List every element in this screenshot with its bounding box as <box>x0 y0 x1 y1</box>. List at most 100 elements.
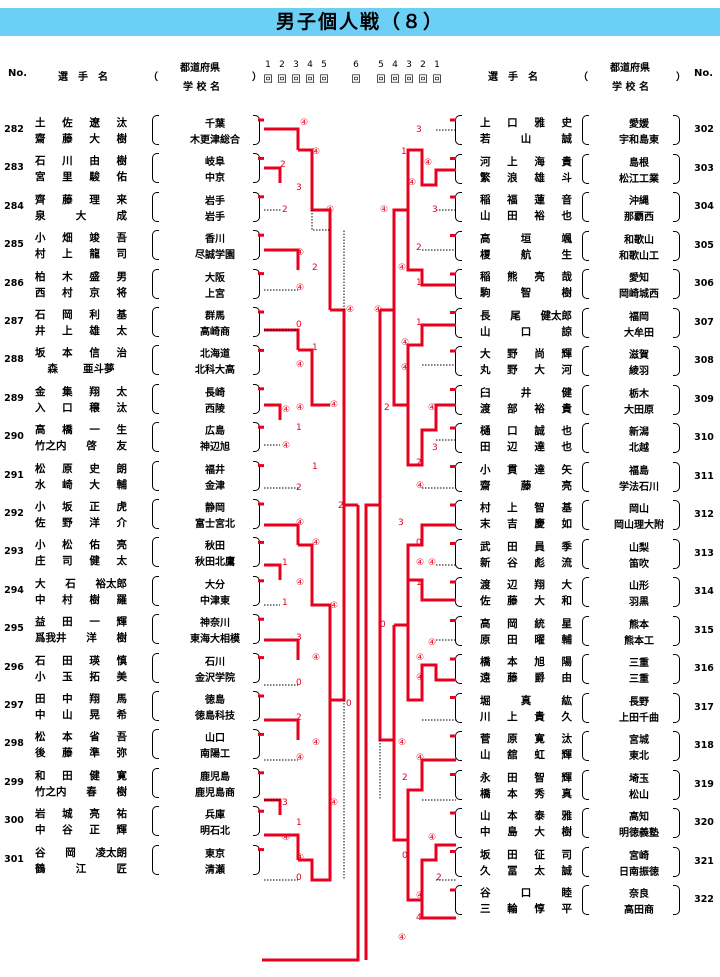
score-right: 1 <box>416 278 422 288</box>
entry-number: 315 <box>694 624 714 636</box>
round-kai-left-1: 回 <box>263 75 273 85</box>
entry-number: 290 <box>4 431 24 443</box>
school-name: 清瀬 <box>205 864 225 876</box>
entry-number: 314 <box>694 586 714 597</box>
entry-number: 292 <box>4 508 24 519</box>
score-left: ④ <box>282 405 290 415</box>
bracket-paren <box>673 384 680 415</box>
score-right: ④ <box>428 403 436 413</box>
round-label-right-4: 2 <box>420 60 426 70</box>
score-right: 0 <box>416 538 422 548</box>
bracket-paren <box>253 691 260 721</box>
left-winner-path <box>264 638 300 660</box>
score-right: 0 <box>402 851 408 861</box>
right-winner-path <box>406 625 456 702</box>
player-name: 金集翔太 <box>35 385 127 398</box>
header-paren-open-left: （ <box>148 72 158 83</box>
score-left: ④ <box>312 653 320 663</box>
bracket-paren <box>253 307 260 337</box>
score-right: ④ <box>428 638 436 648</box>
bracket-paren <box>152 230 159 261</box>
score-right: 4 <box>416 913 422 923</box>
score-right: ④ <box>380 205 388 215</box>
left-winner-path <box>298 505 346 882</box>
round-label-left-5: 5 <box>321 60 327 70</box>
entry-number: 321 <box>694 855 714 867</box>
bracket-paren <box>455 423 462 453</box>
score-center: ④ <box>374 305 382 315</box>
player-name: 山本泰雅 <box>480 810 572 822</box>
score-right: 3 <box>416 125 422 135</box>
bracket-paren <box>253 460 260 491</box>
round-label-left-2: 2 <box>279 60 285 70</box>
bracket-paren <box>253 499 260 529</box>
player-name: 山口諒 <box>480 325 572 338</box>
player-name: 小玉拓美 <box>35 670 127 683</box>
left-winner-path <box>264 833 300 860</box>
score-left: ④ <box>296 403 304 413</box>
round-label-left-3: 3 <box>293 60 299 70</box>
player-name: 中山晃希 <box>35 709 127 721</box>
bracket-paren <box>673 885 680 915</box>
entry-number: 293 <box>4 546 24 558</box>
prefecture: 広島 <box>205 426 225 438</box>
score-right: ④ <box>398 263 406 273</box>
bracket-paren <box>673 153 680 184</box>
loser-path <box>311 210 330 231</box>
score-right: 1 <box>401 147 407 157</box>
player-name: 遠藤爵由 <box>480 672 572 684</box>
bracket-paren <box>582 153 589 184</box>
bracket-paren <box>582 885 589 915</box>
prefecture: 香川 <box>205 234 225 246</box>
school-name: 上宮 <box>205 288 225 300</box>
player-name: 高岡統星 <box>480 617 572 630</box>
left-winner-path <box>298 543 332 700</box>
round-kai-left-2: 回 <box>277 75 287 85</box>
right-winner-path <box>406 403 456 467</box>
player-name: 丸野大河 <box>480 364 572 376</box>
player-name: 谷口睦 <box>480 887 572 899</box>
player-name: 谷岡凌太朗 <box>35 846 127 859</box>
player-name: 土佐遼汰 <box>35 117 127 129</box>
player-name: 稲福蓮音 <box>480 194 572 206</box>
entry-number: 301 <box>4 853 24 865</box>
round-kai-right-4: 回 <box>418 75 428 85</box>
player-name: 長尾健太郎 <box>480 309 572 322</box>
score-right: 2 <box>384 403 390 413</box>
right-winner-path <box>406 210 456 287</box>
school-name: 徳島科技 <box>195 711 235 722</box>
round-label-right-1: 5 <box>378 60 384 70</box>
prefecture: 熊本 <box>629 619 649 631</box>
bracket-paren <box>673 192 680 222</box>
score-left: ④ <box>296 518 304 528</box>
school-name: 北科大高 <box>195 365 235 377</box>
score-left: 1 <box>312 343 318 353</box>
prefecture: 島根 <box>629 157 649 169</box>
bracket-paren <box>582 692 589 723</box>
player-name: 末吉慶如 <box>480 518 572 530</box>
left-winner-path <box>264 523 300 545</box>
player-name: 田中翔馬 <box>35 693 127 705</box>
header-player-left: 選 手 名 <box>58 72 108 83</box>
bracket-paren <box>253 268 260 299</box>
school-name: 尽誠学園 <box>195 250 235 262</box>
prefecture: 埼玉 <box>629 773 649 785</box>
player-name: 高橋一生 <box>35 424 127 437</box>
player-name: 武田員季 <box>480 540 572 553</box>
player-name: 駒智樹 <box>480 287 572 299</box>
bracket-paren <box>253 652 260 683</box>
prefecture: 山口 <box>205 733 225 745</box>
player-name: 田辺達也 <box>480 441 572 453</box>
score-center: 2 <box>338 501 344 511</box>
bracket-paren <box>152 614 159 645</box>
bracket-paren <box>152 422 159 453</box>
header-no-left: No. <box>8 68 28 79</box>
school-name: 西陵 <box>205 403 225 415</box>
school-name: 宇和島東 <box>619 135 659 146</box>
school-name: 高崎商 <box>200 327 230 338</box>
player-name: 橋本秀真 <box>480 787 572 800</box>
bracket-paren <box>152 383 159 414</box>
player-name: 山田裕也 <box>480 210 572 222</box>
player-name: 岩城亮祐 <box>35 808 127 821</box>
left-winner-path <box>264 403 282 420</box>
